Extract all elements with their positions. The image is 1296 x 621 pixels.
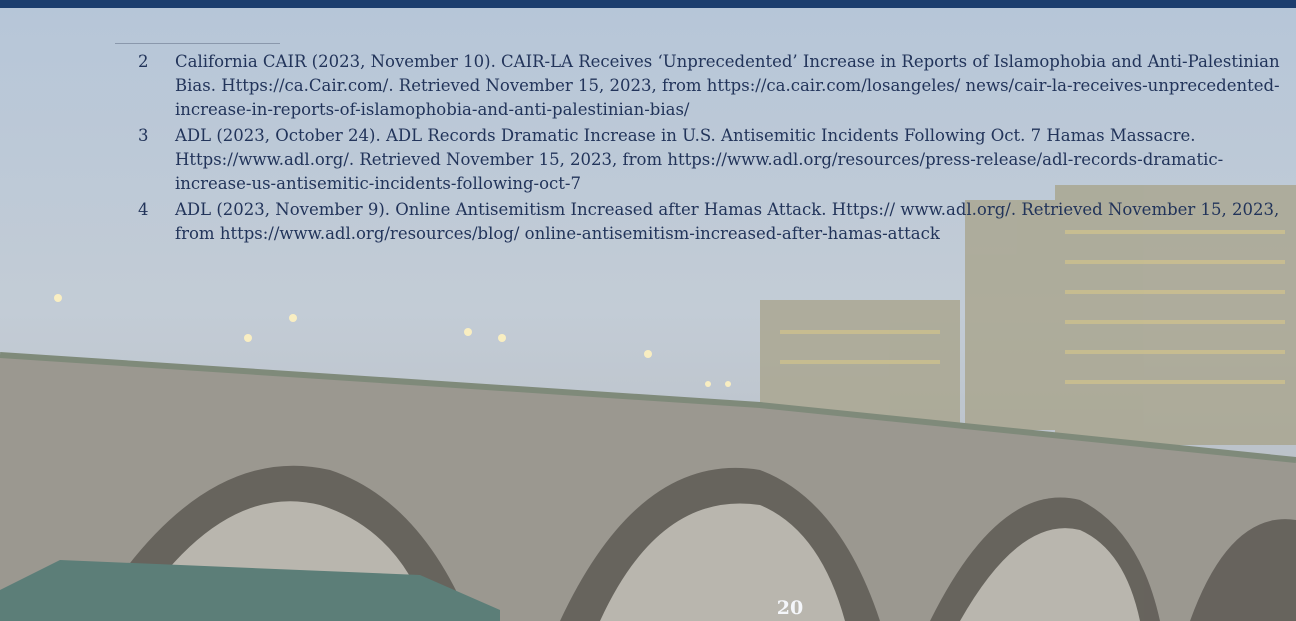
footnote-text: ADL (2023, October 24). ADL Records Dram… — [175, 124, 1288, 196]
footnote-number: 3 — [138, 124, 175, 196]
footnote-number: 2 — [138, 50, 175, 122]
page: 2California CAIR (2023, November 10). CA… — [0, 0, 1296, 621]
footnote-text: California CAIR (2023, November 10). CAI… — [175, 50, 1288, 122]
footnote-rule — [115, 43, 280, 44]
page-number: 20 — [770, 597, 810, 619]
footnote-number: 4 — [138, 198, 175, 246]
top-band — [0, 0, 1296, 8]
footnote-text: ADL (2023, November 9). Online Antisemit… — [175, 198, 1288, 246]
